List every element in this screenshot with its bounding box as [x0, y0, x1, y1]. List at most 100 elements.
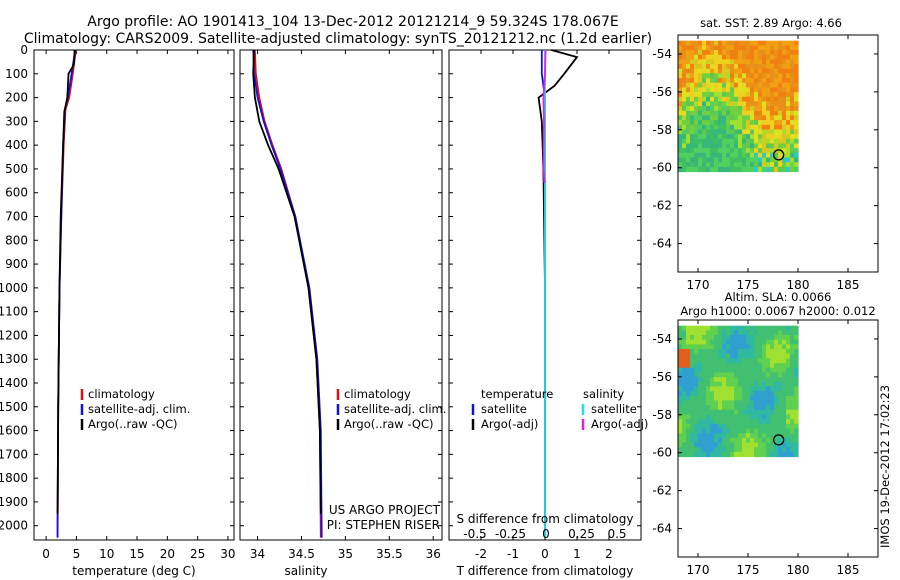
- map-cell: [722, 50, 727, 56]
- map-cell: [722, 120, 727, 126]
- map-cell: [762, 96, 767, 103]
- map-cell: [706, 115, 711, 121]
- map-cell: [762, 59, 767, 65]
- map-cell: [778, 451, 783, 458]
- map-cell: [690, 143, 695, 149]
- map-cell: [794, 129, 799, 135]
- map-cell: [774, 437, 779, 444]
- map-cell: [722, 40, 727, 46]
- map-cell: [762, 339, 767, 345]
- map-cell: [726, 442, 731, 448]
- map-cell: [722, 92, 727, 98]
- map-cell: [758, 134, 763, 140]
- map-cell: [746, 129, 751, 135]
- map-cell: [686, 433, 691, 439]
- map-cell: [742, 395, 747, 402]
- map-cell: [710, 45, 715, 51]
- map-cell: [694, 451, 699, 458]
- map-cell: [766, 433, 771, 439]
- map-cell: [698, 395, 703, 402]
- map-cell: [758, 124, 763, 131]
- map-cell: [762, 152, 767, 159]
- map-cell: [694, 45, 699, 51]
- map-cell: [754, 87, 759, 93]
- map-cell: [758, 129, 763, 135]
- map-cell: [730, 129, 735, 135]
- map-cell: [778, 50, 783, 56]
- map-cell: [742, 129, 747, 135]
- map-cell: [678, 148, 683, 154]
- map-cell: [746, 40, 751, 46]
- map-cell: [694, 363, 699, 369]
- map-cell: [718, 451, 723, 458]
- map-cell: [702, 395, 707, 402]
- map-cell: [706, 349, 711, 355]
- map-cell: [718, 68, 723, 74]
- map-cell: [702, 358, 707, 364]
- map-cell: [786, 442, 791, 448]
- map-cell: [778, 339, 783, 345]
- map-cell: [750, 395, 755, 402]
- map-cell: [706, 344, 711, 350]
- map-cell: [686, 395, 691, 402]
- map-cell: [738, 45, 743, 51]
- map-cell: [786, 68, 791, 74]
- map-cell: [718, 437, 723, 444]
- map-cell: [754, 59, 759, 65]
- map-cell: [694, 428, 699, 434]
- map-cell: [730, 423, 735, 430]
- map-cell: [774, 423, 779, 430]
- map-cell: [702, 381, 707, 388]
- map-cell: [678, 152, 683, 159]
- panel-temperature: 0100200300400500600700800900100011001200…: [0, 43, 236, 578]
- map-cell: [702, 152, 707, 159]
- map-cell: [786, 405, 791, 411]
- map-cell: [786, 152, 791, 159]
- map-cell: [782, 363, 787, 369]
- map-cell: [678, 59, 683, 65]
- map-cell: [782, 344, 787, 350]
- map-cell: [770, 363, 775, 369]
- map-cell: [770, 325, 775, 331]
- map-cell: [738, 59, 743, 65]
- map-cell: [758, 40, 763, 46]
- map-cell: [702, 129, 707, 135]
- map-cell: [754, 138, 759, 145]
- map-cell: [786, 143, 791, 149]
- map-cell: [750, 442, 755, 448]
- map-cell: [794, 437, 799, 444]
- map-cell: [706, 45, 711, 51]
- map-cell: [702, 73, 707, 79]
- map-cell: [786, 339, 791, 345]
- map-cell: [770, 152, 775, 159]
- map-cell: [714, 129, 719, 135]
- map-cell: [710, 115, 715, 121]
- map-cell: [734, 451, 739, 458]
- map-cell: [678, 120, 683, 126]
- map-cell: [774, 78, 779, 84]
- map-cell: [718, 391, 723, 397]
- map-cell: [766, 50, 771, 56]
- map-cell: [734, 78, 739, 84]
- map-cell: [718, 92, 723, 98]
- map-cell: [750, 344, 755, 350]
- map-cell: [770, 353, 775, 359]
- map-cell: [754, 428, 759, 434]
- map-cell: [726, 82, 731, 88]
- map-cell: [706, 381, 711, 388]
- map-cell: [698, 405, 703, 411]
- map-cell: [786, 129, 791, 135]
- map-cell: [734, 363, 739, 369]
- map-cell: [758, 363, 763, 369]
- map-cell: [770, 395, 775, 402]
- map-cell: [698, 419, 703, 425]
- map-cell: [686, 405, 691, 411]
- legend-label: satellite: [481, 402, 527, 416]
- map-cell: [710, 143, 715, 149]
- y-tick-label: -58: [652, 408, 672, 422]
- map-cell: [754, 45, 759, 51]
- map-cell: [778, 372, 783, 378]
- map-cell: [778, 162, 783, 168]
- map-cell: [762, 414, 767, 420]
- map-cell: [786, 45, 791, 51]
